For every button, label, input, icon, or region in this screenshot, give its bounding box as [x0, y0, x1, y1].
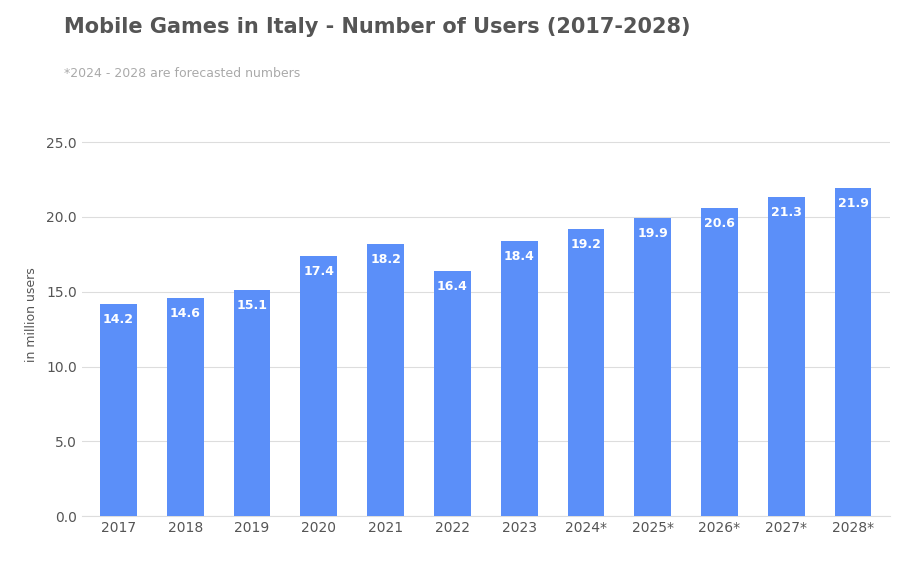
Text: 20.6: 20.6 [704, 217, 735, 230]
Bar [100, 304, 137, 516]
Bar [768, 197, 804, 516]
Text: 21.9: 21.9 [838, 197, 869, 210]
Bar [501, 241, 538, 516]
Text: 15.1: 15.1 [236, 299, 268, 312]
Text: 17.4: 17.4 [303, 265, 334, 278]
Bar [568, 229, 605, 516]
Text: 14.6: 14.6 [170, 307, 201, 320]
Text: 14.2: 14.2 [103, 312, 134, 326]
Bar [701, 208, 738, 516]
Bar [635, 218, 671, 516]
Text: *2024 - 2028 are forecasted numbers: *2024 - 2028 are forecasted numbers [64, 67, 300, 80]
Bar [434, 271, 470, 516]
Text: 16.4: 16.4 [437, 280, 468, 293]
Text: 18.2: 18.2 [370, 253, 401, 266]
Bar [834, 188, 872, 516]
Text: 19.2: 19.2 [570, 238, 601, 251]
Bar [367, 244, 404, 516]
Text: Mobile Games in Italy - Number of Users (2017-2028): Mobile Games in Italy - Number of Users … [64, 17, 690, 37]
Text: 18.4: 18.4 [504, 250, 535, 263]
Text: 21.3: 21.3 [771, 206, 802, 219]
Bar [301, 256, 337, 516]
Text: 19.9: 19.9 [637, 227, 668, 241]
Bar [167, 298, 203, 516]
Y-axis label: in million users: in million users [25, 267, 38, 361]
Bar [233, 290, 271, 516]
